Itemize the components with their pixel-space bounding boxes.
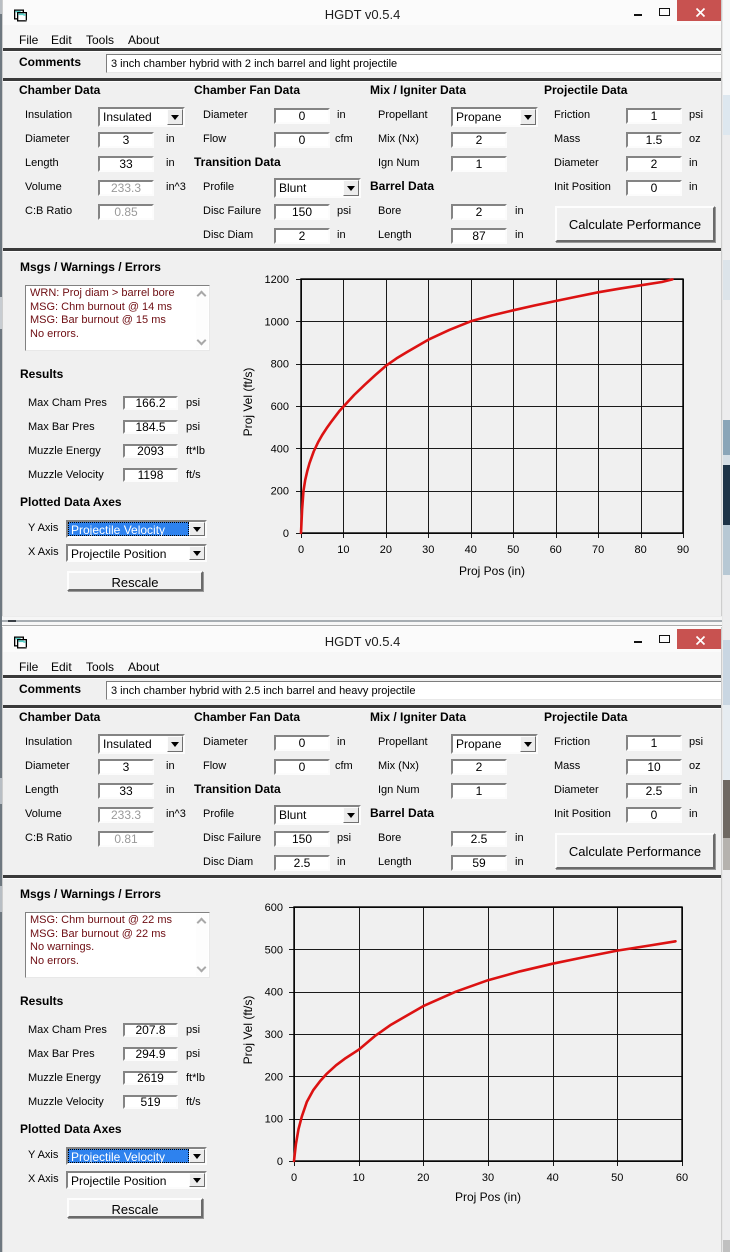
svg-text:40: 40 xyxy=(547,1172,559,1184)
svg-text:0: 0 xyxy=(283,528,289,540)
svg-text:40: 40 xyxy=(465,544,477,556)
svg-text:70: 70 xyxy=(592,544,604,556)
svg-text:200: 200 xyxy=(265,1071,283,1083)
svg-text:300: 300 xyxy=(265,1029,283,1041)
svg-text:30: 30 xyxy=(422,544,434,556)
svg-text:10: 10 xyxy=(337,544,349,556)
svg-text:600: 600 xyxy=(265,902,283,914)
svg-text:30: 30 xyxy=(482,1172,494,1184)
svg-text:200: 200 xyxy=(271,486,289,498)
svg-text:1200: 1200 xyxy=(265,274,289,286)
svg-text:100: 100 xyxy=(265,1114,283,1126)
svg-text:500: 500 xyxy=(265,944,283,956)
svg-text:20: 20 xyxy=(417,1172,429,1184)
svg-text:400: 400 xyxy=(265,987,283,999)
svg-text:Proj Vel (ft/s): Proj Vel (ft/s) xyxy=(241,368,255,437)
svg-text:60: 60 xyxy=(550,544,562,556)
svg-text:Proj Vel (ft/s): Proj Vel (ft/s) xyxy=(241,996,255,1065)
svg-text:60: 60 xyxy=(676,1172,688,1184)
svg-text:Proj Pos (in): Proj Pos (in) xyxy=(459,564,525,578)
svg-text:1000: 1000 xyxy=(265,316,289,328)
svg-text:600: 600 xyxy=(271,401,289,413)
svg-text:400: 400 xyxy=(271,443,289,455)
svg-text:50: 50 xyxy=(507,544,519,556)
svg-text:0: 0 xyxy=(298,544,304,556)
svg-text:0: 0 xyxy=(277,1156,283,1168)
svg-text:50: 50 xyxy=(611,1172,623,1184)
svg-text:Proj Pos (in): Proj Pos (in) xyxy=(455,1190,521,1204)
svg-text:80: 80 xyxy=(634,544,646,556)
svg-text:800: 800 xyxy=(271,359,289,371)
svg-text:20: 20 xyxy=(380,544,392,556)
svg-text:0: 0 xyxy=(291,1172,297,1184)
svg-text:90: 90 xyxy=(677,544,689,556)
svg-text:10: 10 xyxy=(353,1172,365,1184)
